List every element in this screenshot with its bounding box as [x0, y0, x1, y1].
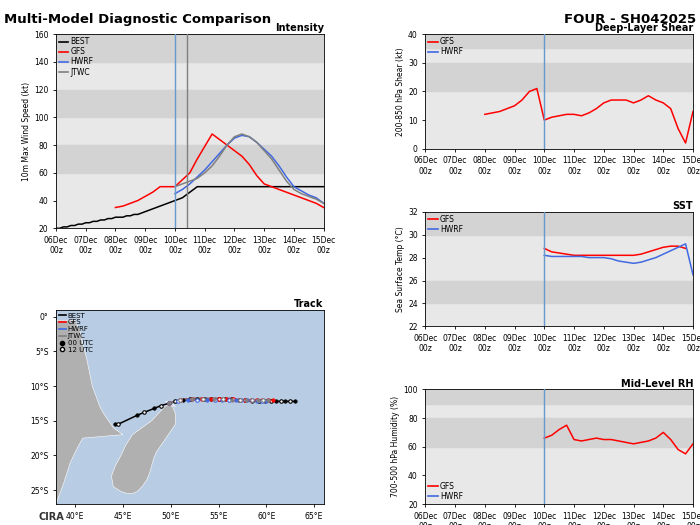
Y-axis label: 10m Max Wind Speed (kt): 10m Max Wind Speed (kt)	[22, 82, 31, 181]
Legend: GFS, HWRF: GFS, HWRF	[428, 214, 463, 235]
Polygon shape	[56, 320, 123, 504]
Bar	[56, 34, 323, 62]
Text: Deep-Layer Shear: Deep-Layer Shear	[595, 23, 693, 34]
Y-axis label: 700-500 hPa Humidity (%): 700-500 hPa Humidity (%)	[391, 396, 400, 497]
Text: CIRA: CIRA	[38, 512, 64, 522]
Text: Mid-Level RH: Mid-Level RH	[620, 379, 693, 388]
Bar	[426, 418, 693, 447]
Legend: BEST, GFS, HWRF, JTWC: BEST, GFS, HWRF, JTWC	[58, 36, 94, 77]
Text: SST: SST	[673, 201, 693, 211]
Bar	[426, 212, 693, 235]
Text: Track: Track	[294, 299, 323, 309]
Bar	[426, 390, 693, 404]
Y-axis label: Sea Surface Temp (°C): Sea Surface Temp (°C)	[396, 226, 405, 312]
Text: Multi-Model Diagnostic Comparison: Multi-Model Diagnostic Comparison	[4, 13, 271, 26]
Text: FOUR - SH042025: FOUR - SH042025	[564, 13, 696, 26]
Legend: GFS, HWRF: GFS, HWRF	[428, 481, 463, 502]
Bar	[426, 280, 693, 303]
Y-axis label: 200-850 hPa Shear (kt): 200-850 hPa Shear (kt)	[396, 47, 405, 136]
Legend: GFS, HWRF: GFS, HWRF	[428, 36, 463, 57]
Text: Intensity: Intensity	[274, 23, 323, 34]
Bar	[426, 63, 693, 91]
Bar	[426, 34, 693, 48]
Bar	[56, 145, 323, 173]
Polygon shape	[111, 402, 176, 494]
Legend: BEST, GFS, HWRF, JTWC, 00 UTC, 12 UTC: BEST, GFS, HWRF, JTWC, 00 UTC, 12 UTC	[58, 312, 94, 353]
Bar	[56, 90, 323, 118]
